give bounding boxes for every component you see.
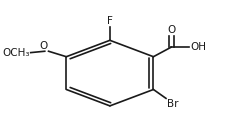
Text: Br: Br (166, 99, 178, 109)
Text: OCH₃: OCH₃ (2, 48, 30, 58)
Text: O: O (39, 41, 47, 51)
Text: O: O (166, 25, 174, 35)
Text: F: F (106, 16, 112, 26)
Text: OH: OH (189, 42, 205, 52)
